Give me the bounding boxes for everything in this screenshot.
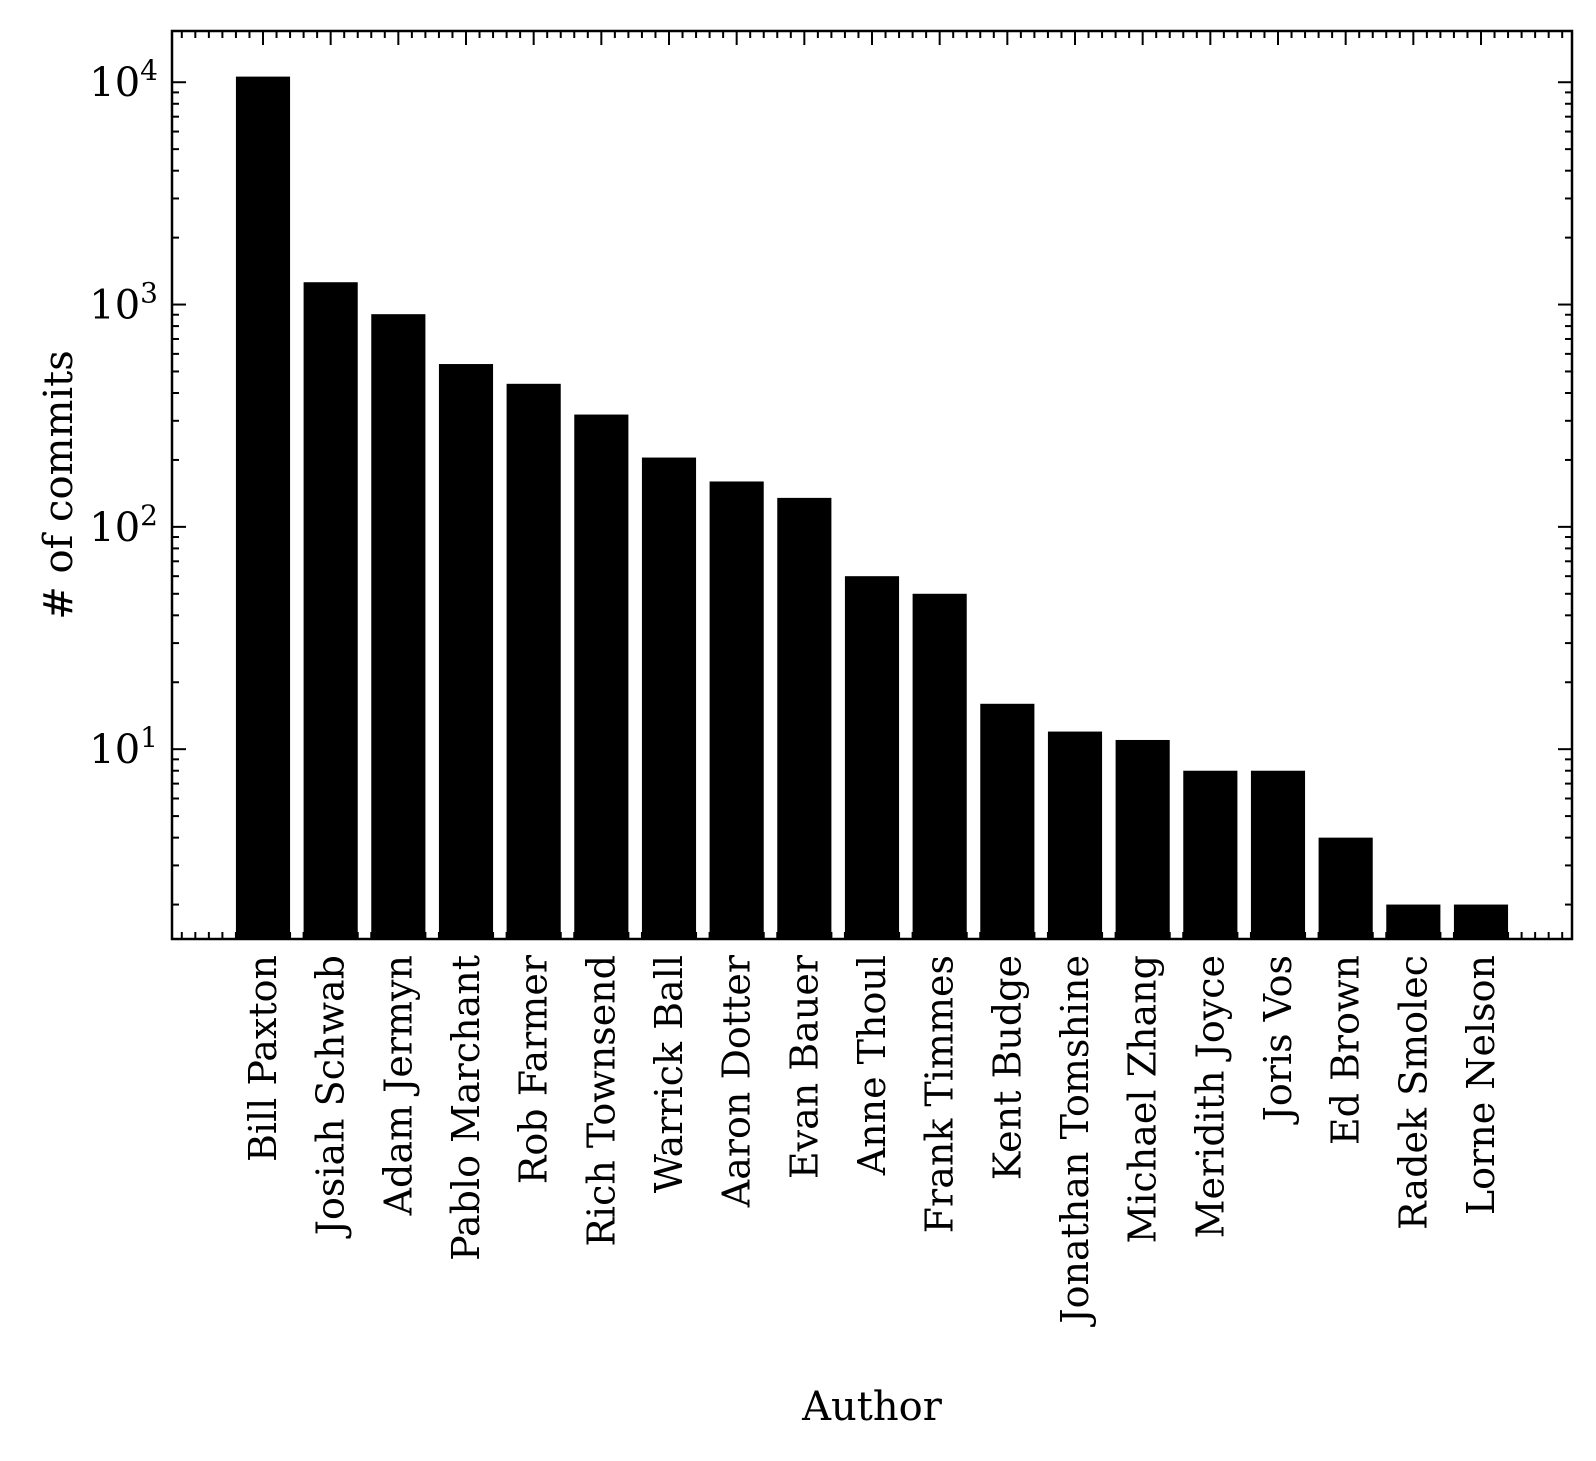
x-tick-label: Kent Budge [985, 955, 1029, 1180]
plot-frame [170, 29, 1574, 941]
bar-kent-budge [980, 703, 1035, 939]
x-tick-labels: Bill Paxton Josiah Schwab Adam Jermyn Pablo… [241, 954, 1503, 1327]
x-tick-label: Josiah Schwab [309, 955, 353, 1239]
bar-frank-timmes [912, 593, 967, 939]
x-tick-label: Lorne Nelson [1459, 955, 1503, 1215]
x-tick-label: Rich Townsend [579, 955, 623, 1247]
x-tick-label: Aaron Dotter [715, 954, 759, 1208]
x-tick-label: Radek Smolec [1391, 955, 1435, 1230]
x-tick-label: Bill Paxton [241, 955, 285, 1162]
x-tick-label: Evan Bauer [782, 954, 826, 1179]
x-tick-label: Michael Zhang [1121, 955, 1165, 1244]
bars-group [235, 76, 1509, 940]
bar-josiah-schwab [303, 282, 358, 940]
x-tick-label: Rob Farmer [512, 954, 556, 1184]
x-tick-label: Pablo Marchant [444, 955, 488, 1261]
y-tick-label: 104 [89, 54, 158, 106]
x-tick-label: Frank Timmes [918, 955, 962, 1233]
bar-michael-zhang [1115, 739, 1170, 939]
bar-aaron-dotter [709, 481, 764, 939]
bar-evan-bauer [777, 497, 832, 939]
x-tick-label: Warrick Ball [647, 955, 691, 1193]
bar-rob-farmer [506, 383, 561, 939]
bar-bill-paxton [235, 76, 291, 940]
x-tick-label: Adam Jermyn [376, 955, 420, 1216]
bar-meridith-joyce [1183, 770, 1238, 939]
y-axis-title: # of commits [36, 350, 82, 620]
x-tick-label: Anne Thoul [850, 955, 894, 1176]
y-tick-label: 102 [89, 499, 158, 551]
y-tick-label: 101 [89, 721, 158, 773]
y-tick-label: 103 [89, 277, 158, 329]
x-tick-label: Meridith Joyce [1188, 955, 1232, 1238]
bar-adam-jermyn [371, 314, 426, 939]
bar-ed-brown [1318, 837, 1373, 939]
bar-joris-vos [1250, 770, 1306, 939]
bar-warrick-ball [641, 457, 697, 939]
y-tick-labels: 101 102 103 104 [89, 54, 158, 773]
x-tick-label: Joris Vos [1256, 955, 1300, 1125]
bar-pablo-marchant [438, 364, 494, 939]
bar-jonathan-tomshine [1047, 731, 1103, 939]
x-tick-label: Jonathan Tomshine [1053, 955, 1097, 1328]
bar-anne-thoul [844, 576, 900, 939]
x-axis-title: Author [801, 1384, 943, 1430]
x-tick-label: Ed Brown [1324, 955, 1368, 1145]
bar-rich-townsend [574, 414, 629, 939]
